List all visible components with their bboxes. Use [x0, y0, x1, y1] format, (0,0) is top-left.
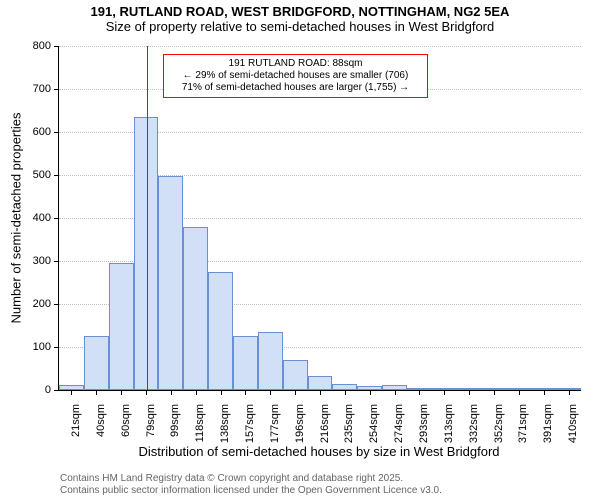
x-tick-mark [494, 390, 495, 395]
x-tick-label: 216sqm [319, 404, 331, 443]
x-tick-mark [469, 390, 470, 395]
x-tick-mark [71, 390, 72, 395]
title-line1: 191, RUTLAND ROAD, WEST BRIDGFORD, NOTTI… [0, 4, 600, 19]
x-tick-label: 352sqm [493, 404, 505, 443]
chart-root: 191, RUTLAND ROAD, WEST BRIDGFORD, NOTTI… [0, 0, 600, 500]
y-tick-mark [54, 89, 59, 90]
x-tick-mark [171, 390, 172, 395]
x-tick-label: 118sqm [194, 404, 206, 442]
x-tick-mark [221, 390, 222, 395]
x-tick-label: 235sqm [343, 404, 355, 443]
y-grid-line [59, 46, 581, 47]
x-tick-label: 60sqm [120, 404, 132, 437]
x-tick-mark [444, 390, 445, 395]
histogram-bar [208, 272, 233, 390]
y-tick-label: 0 [45, 384, 51, 396]
histogram-bar [158, 176, 183, 390]
y-tick-label: 700 [33, 83, 51, 95]
x-tick-mark [370, 390, 371, 395]
y-tick-label: 300 [33, 255, 51, 267]
y-tick-mark [54, 175, 59, 176]
histogram-bar [134, 117, 159, 390]
y-tick-label: 400 [33, 212, 51, 224]
y-tick-label: 800 [33, 40, 51, 52]
x-tick-mark [519, 390, 520, 395]
x-tick-mark [270, 390, 271, 395]
x-tick-label: 79sqm [145, 404, 157, 437]
x-tick-label: 332sqm [468, 404, 480, 443]
x-tick-label: 99sqm [169, 404, 181, 437]
footer-line2: Contains public sector information licen… [60, 485, 442, 497]
y-tick-mark [54, 261, 59, 262]
x-tick-label: 391sqm [542, 404, 554, 443]
y-tick-mark [54, 132, 59, 133]
x-tick-label: 254sqm [368, 404, 380, 443]
histogram-bar [183, 227, 208, 390]
x-tick-label: 274sqm [393, 404, 405, 443]
x-tick-mark [395, 390, 396, 395]
y-tick-label: 500 [33, 169, 51, 181]
x-tick-label: 138sqm [219, 404, 231, 443]
x-tick-label: 410sqm [567, 404, 579, 443]
histogram-bar [84, 336, 109, 390]
x-tick-label: 196sqm [294, 404, 306, 443]
histogram-bar [233, 336, 258, 390]
y-axis-label: Number of semi-detached properties [9, 113, 24, 324]
title-line2: Size of property relative to semi-detach… [0, 19, 600, 34]
footer: Contains HM Land Registry data © Crown c… [60, 473, 442, 496]
x-tick-mark [295, 390, 296, 395]
y-tick-mark [54, 46, 59, 47]
footer-line1: Contains HM Land Registry data © Crown c… [60, 473, 442, 485]
y-tick-mark [54, 218, 59, 219]
x-axis-label: Distribution of semi-detached houses by … [138, 444, 499, 459]
x-tick-label: 313sqm [443, 404, 455, 443]
y-tick-mark [54, 347, 59, 348]
annotation-line1: 191 RUTLAND ROAD: 88sqm [170, 58, 421, 70]
y-tick-mark [54, 390, 59, 391]
x-tick-mark [569, 390, 570, 395]
y-tick-label: 100 [33, 341, 51, 353]
x-tick-label: 40sqm [95, 404, 107, 437]
histogram-bar [283, 360, 308, 390]
x-tick-mark [320, 390, 321, 395]
x-tick-mark [121, 390, 122, 395]
histogram-bar [308, 376, 333, 390]
title-block: 191, RUTLAND ROAD, WEST BRIDGFORD, NOTTI… [0, 4, 600, 34]
x-tick-label: 293sqm [418, 404, 430, 443]
x-tick-label: 21sqm [70, 404, 82, 437]
x-tick-mark [345, 390, 346, 395]
x-tick-mark [146, 390, 147, 395]
y-tick-mark [54, 304, 59, 305]
histogram-bar [258, 332, 283, 390]
x-tick-mark [245, 390, 246, 395]
y-tick-label: 200 [33, 298, 51, 310]
x-tick-mark [544, 390, 545, 395]
annotation-line2: ← 29% of semi-detached houses are smalle… [170, 70, 421, 82]
x-tick-mark [419, 390, 420, 395]
annotation-line3: 71% of semi-detached houses are larger (… [170, 82, 421, 94]
x-tick-label: 371sqm [517, 404, 529, 443]
y-tick-label: 600 [33, 126, 51, 138]
annotation-box: 191 RUTLAND ROAD: 88sqm← 29% of semi-det… [163, 54, 428, 98]
reference-line [147, 46, 148, 390]
histogram-bar [109, 263, 134, 390]
x-tick-mark [96, 390, 97, 395]
x-tick-label: 177sqm [269, 404, 281, 443]
x-tick-label: 157sqm [244, 404, 256, 443]
x-tick-mark [196, 390, 197, 395]
plot-area: 191 RUTLAND ROAD: 88sqm← 29% of semi-det… [58, 46, 581, 391]
